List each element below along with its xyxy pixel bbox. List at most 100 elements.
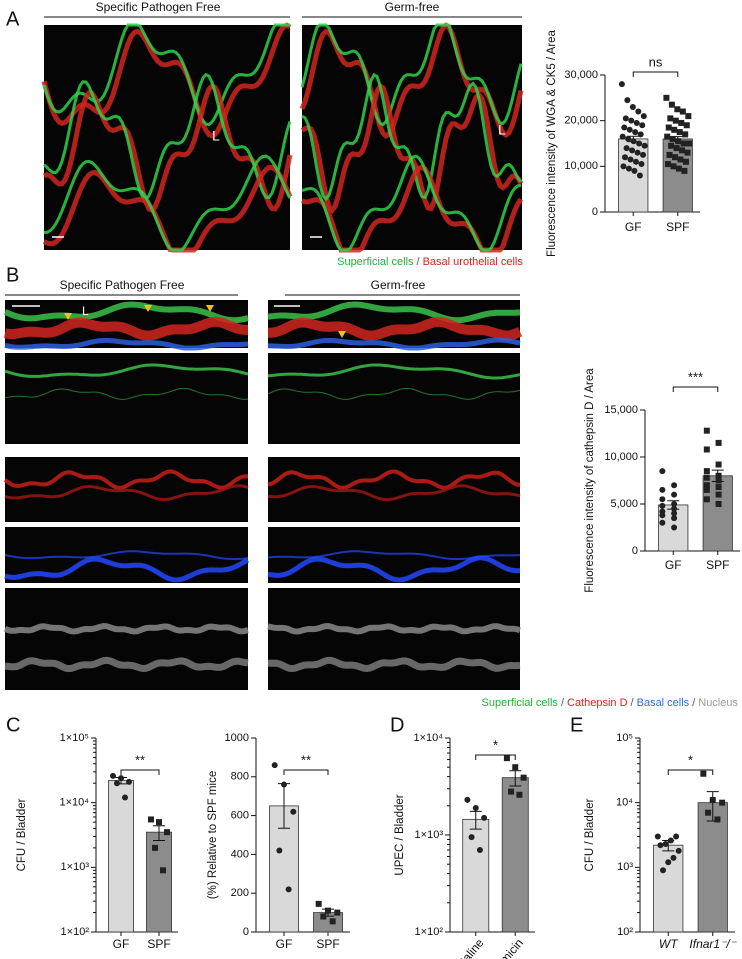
y-tick-label: 800 bbox=[231, 771, 249, 783]
data-point bbox=[703, 496, 710, 503]
data-point bbox=[675, 138, 682, 145]
data-point bbox=[679, 108, 686, 115]
data-point bbox=[683, 122, 690, 129]
data-point bbox=[635, 108, 642, 115]
data-point bbox=[633, 119, 640, 126]
data-point bbox=[672, 117, 679, 124]
data-point bbox=[705, 809, 712, 816]
data-point bbox=[715, 472, 722, 479]
tissue-stain bbox=[268, 337, 521, 351]
bar bbox=[697, 802, 728, 933]
tissue-stain bbox=[43, 82, 293, 214]
data-point bbox=[671, 515, 678, 522]
chart: 1×10² 1×10³ 1×10⁴ 1×10⁵ GF SPF ** CFU / Bladder bbox=[16, 732, 178, 951]
tissue-stain bbox=[299, 22, 524, 139]
y-tick-label: 20,000 bbox=[564, 115, 598, 127]
micrograph bbox=[268, 588, 520, 690]
y-tick-label: 1×10² bbox=[61, 926, 90, 938]
data-point bbox=[122, 794, 129, 801]
data-point bbox=[325, 907, 331, 914]
data-point bbox=[281, 781, 287, 788]
data-point bbox=[671, 126, 678, 133]
bar bbox=[146, 831, 172, 933]
tissue-stain bbox=[300, 23, 523, 127]
image-legend: Superficial cells / Basal urothelial cells bbox=[337, 256, 523, 268]
y-axis-label: Fluorescence intensity of WGA & CK5 / Ar… bbox=[546, 29, 558, 257]
data-point bbox=[703, 474, 710, 481]
data-point bbox=[667, 837, 674, 844]
data-point bbox=[715, 477, 722, 484]
y-tick-label: 0 bbox=[632, 545, 638, 557]
data-point bbox=[636, 140, 643, 147]
data-point bbox=[685, 113, 692, 120]
data-point bbox=[520, 774, 527, 781]
tissue-stain bbox=[267, 656, 521, 673]
data-point bbox=[481, 814, 488, 821]
x-tick-label: GF bbox=[625, 220, 642, 234]
y-tick-label: 10² bbox=[617, 926, 633, 938]
data-point bbox=[654, 833, 661, 840]
y-axis-label: Fluorescence intensity of cathepsin D / … bbox=[584, 368, 596, 593]
x-tick-label: GF bbox=[276, 937, 293, 951]
data-point bbox=[719, 799, 726, 806]
data-point bbox=[657, 842, 664, 849]
data-point bbox=[665, 124, 672, 131]
data-point bbox=[618, 81, 625, 88]
data-point bbox=[682, 131, 689, 138]
data-point bbox=[472, 804, 479, 811]
error-bar bbox=[469, 810, 482, 830]
data-point bbox=[703, 482, 710, 489]
data-point bbox=[680, 140, 687, 147]
data-point bbox=[285, 886, 292, 893]
y-tick-label: 1×10⁵ bbox=[60, 732, 89, 744]
data-point bbox=[634, 149, 641, 156]
y-tick-label: 1000 bbox=[225, 732, 249, 744]
significance-bracket bbox=[283, 769, 329, 775]
data-point bbox=[640, 151, 647, 158]
y-axis-label: (%) Relative to SPF mice bbox=[207, 771, 219, 899]
data-point bbox=[624, 97, 631, 104]
data-point bbox=[660, 867, 667, 874]
data-point bbox=[684, 149, 691, 156]
x-tick-label: GF bbox=[665, 558, 682, 572]
image-title: Specific Pathogen Free bbox=[96, 0, 221, 14]
tissue-stain bbox=[3, 316, 248, 341]
x-tick-label: SPF bbox=[706, 558, 729, 572]
data-point bbox=[703, 468, 710, 475]
data-point bbox=[673, 145, 680, 152]
significance-bracket bbox=[672, 386, 719, 392]
significance-label: ** bbox=[135, 752, 145, 767]
y-tick-label: 0 bbox=[243, 926, 249, 938]
arrowhead bbox=[144, 305, 152, 312]
y-tick-label: 0 bbox=[592, 206, 598, 218]
data-point bbox=[632, 158, 639, 165]
data-point bbox=[276, 847, 283, 854]
arrowhead bbox=[338, 331, 346, 338]
data-point bbox=[620, 163, 627, 170]
y-tick-label: 1×10⁴ bbox=[413, 732, 443, 744]
chart: 0 10,000 20,000 30,000 GF SPF ns Fluorescence i… bbox=[546, 29, 700, 257]
data-point bbox=[664, 133, 671, 140]
arrowhead bbox=[64, 313, 72, 320]
data-point bbox=[673, 833, 680, 840]
bar bbox=[108, 780, 134, 933]
data-point bbox=[503, 755, 510, 762]
data-point bbox=[703, 427, 710, 434]
data-point bbox=[679, 147, 686, 154]
data-point bbox=[508, 788, 515, 795]
data-point bbox=[623, 145, 630, 152]
data-point bbox=[715, 501, 722, 507]
data-point bbox=[630, 138, 637, 145]
legend-entry: / bbox=[561, 697, 565, 709]
data-point bbox=[464, 796, 471, 803]
panel-label: B bbox=[6, 264, 19, 286]
legend-entry: Superficial cells bbox=[337, 256, 414, 268]
significance-label: * bbox=[493, 737, 498, 752]
data-point bbox=[675, 847, 682, 854]
data-point bbox=[678, 119, 685, 126]
image-title: Germ-free bbox=[371, 278, 426, 292]
bar bbox=[501, 777, 529, 933]
x-tick-label: Ifnar1⁻/⁻ bbox=[689, 937, 737, 951]
data-point bbox=[674, 106, 681, 113]
